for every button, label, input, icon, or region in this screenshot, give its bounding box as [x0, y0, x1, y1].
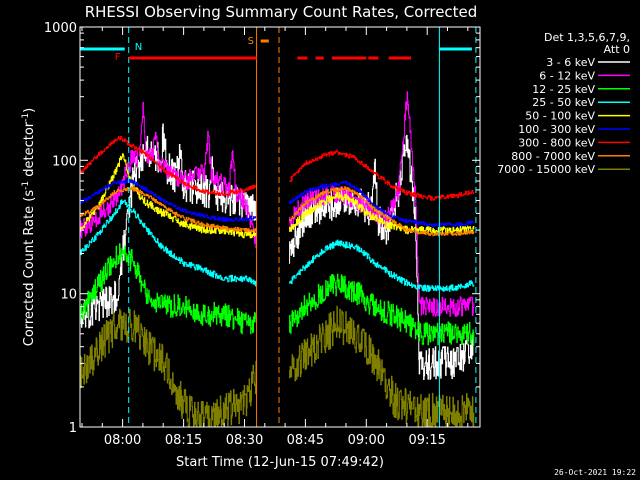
chart-title: RHESSI Observing Summary Count Rates, Co… [85, 3, 478, 21]
series-100-300-kev-trace-2 [289, 180, 475, 227]
x-axis-label: Start Time (12-Jun-15 07:49:42) [176, 455, 384, 470]
x-tick-label-08:45: 08:45 [287, 433, 324, 448]
series-300-800-kev-trace-2 [289, 149, 475, 201]
y-tick-label-1000: 1000 [44, 21, 77, 36]
legend-label-300-800-kev: 300 - 800 keV [518, 136, 595, 149]
legend-label-6-12-kev: 6 - 12 keV [539, 69, 595, 82]
legend-label-25-50-kev: 25 - 50 keV [532, 96, 595, 109]
legend-label-800-7000-kev: 800 - 7000 keV [511, 150, 595, 163]
legend-label-100-300-kev: 100 - 300 keV [518, 123, 595, 136]
legend-label-3-6-kev: 3 - 6 keV [546, 56, 595, 69]
annotation-s: S [248, 36, 254, 47]
annotation-n: N [135, 42, 142, 53]
series-25-50-kev-trace-1 [80, 199, 257, 287]
y-tick-label-10: 10 [60, 288, 77, 303]
series-12-25-kev-trace-1 [80, 243, 257, 335]
y-tick-label-1: 1 [69, 421, 77, 436]
y-axis: 1 10 100 1000 [44, 21, 480, 436]
x-axis: 08:00 08:15 08:30 08:45 09:00 09:15 [81, 27, 469, 448]
x-tick-label-08:00: 08:00 [104, 433, 141, 448]
series-100-300-kev-trace-1 [80, 178, 257, 222]
series-800-7000-kev-trace-1 [80, 186, 257, 233]
legend-label-7000-15000-kev: 7000 - 15000 keV [497, 163, 595, 176]
series-3-6-kev-trace-2 [289, 134, 475, 380]
legend-label-12-25-kev: 12 - 25 keV [532, 83, 595, 96]
legend-label-50-100-kev: 50 - 100 keV [525, 110, 595, 123]
x-tick-label-08:30: 08:30 [226, 433, 263, 448]
series-800-7000-kev-trace-2 [289, 186, 475, 237]
x-tick-label-09:00: 09:00 [348, 433, 385, 448]
y-tick-label-100: 100 [52, 154, 77, 169]
series-7000-15000-kev-trace-1 [80, 308, 257, 428]
y-axis-label: Corrected Count Rate (s-1 detector-1) [21, 108, 37, 346]
series-7000-15000-kev-trace-2 [289, 305, 475, 428]
footer-date: 26-Oct-2021 19:22 [554, 468, 636, 477]
series-6-12-kev-trace-2 [289, 91, 475, 317]
annotation-f: F [115, 52, 121, 63]
series-50-100-kev-trace-2 [289, 191, 475, 235]
legend-header-line1: Det 1,3,5,6,7,9, [544, 31, 630, 44]
series-12-25-kev-trace-2 [289, 273, 475, 346]
plot-frame [79, 26, 481, 428]
x-tick-label-08:15: 08:15 [165, 433, 202, 448]
series-6-12-kev-trace-1 [80, 101, 257, 249]
series-300-800-kev-trace-1 [80, 136, 257, 197]
plot-area: N F S [79, 27, 477, 428]
series-25-50-kev-trace-2 [289, 239, 475, 292]
legend-header-line2: Att 0 [604, 43, 630, 56]
x-tick-label-09:15: 09:15 [408, 433, 445, 448]
